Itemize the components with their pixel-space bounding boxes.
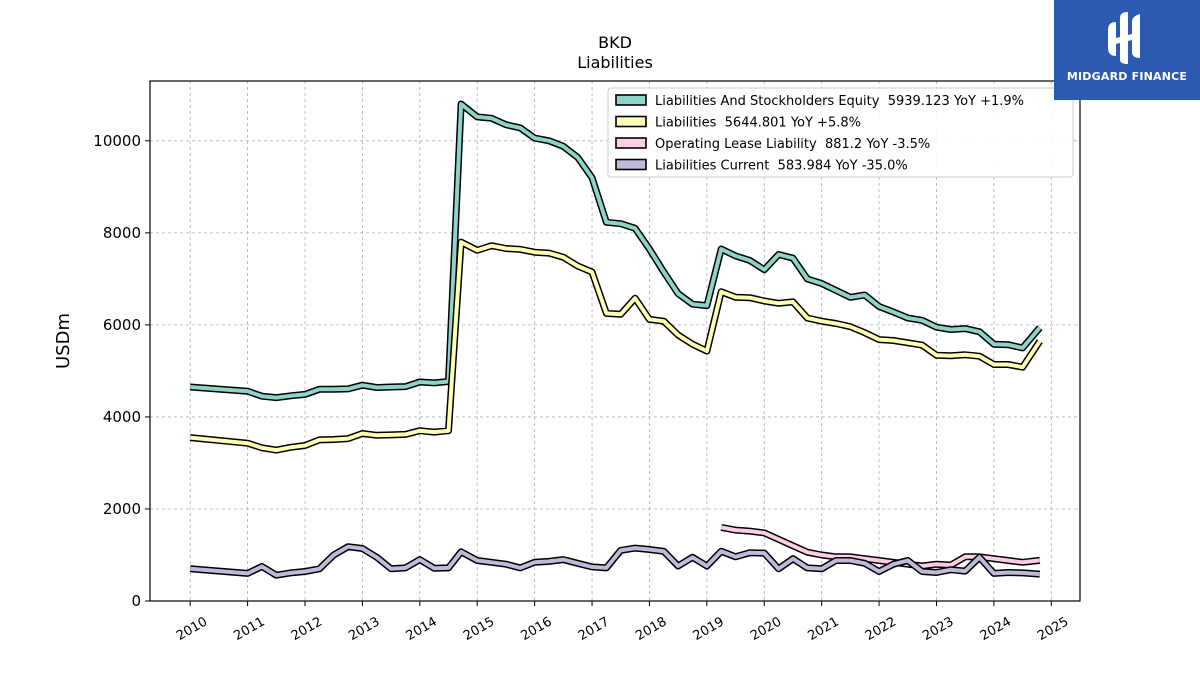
legend-swatch [615,115,647,128]
logo-mark-icon [1108,12,1140,64]
legend-label: Operating Lease Liability 881.2 YoY -3.5… [655,137,930,152]
legend-box [607,87,1074,178]
y-tick-label: 2000 [103,500,141,518]
series-line [190,102,1042,400]
series-layer [189,100,1043,579]
y-axis-label: USDm [53,313,74,369]
y-tick-label: 8000 [103,224,141,242]
legend-label: Liabilities 5644.801 YoY +5.8% [655,116,861,131]
x-tick-label: 2025 [1035,614,1071,644]
legend-label: Liabilities Current 583.984 YoY -35.0% [655,159,908,174]
x-tick-label: 2017 [576,614,612,644]
legend-label: Liabilities And Stockholders Equity 5939… [655,94,1024,109]
x-tick-label: 2020 [748,614,784,644]
series-line [190,240,1042,453]
x-tick-label: 2011 [231,614,267,644]
legend-swatch [615,94,647,106]
x-tick-label: 2018 [633,614,669,644]
series-line-outline [189,238,1043,454]
x-tick-label: 2013 [346,614,382,644]
legend: Liabilities And Stockholders Equity 5939… [607,87,1074,178]
logo-text: MIDGARD FINANCE [1066,70,1188,83]
chart-subtitle: Liabilities [577,53,653,72]
y-tick-label: 10000 [93,132,141,150]
x-tick-label: 2015 [461,614,497,644]
x-tick-label: 2019 [691,614,727,644]
x-tick-label: 2014 [404,614,440,644]
x-tick-label: 2024 [978,614,1014,644]
chart-title: BKD [598,33,632,52]
legend-swatch [615,158,647,171]
x-tick-label: 2012 [289,614,325,644]
x-tick-label: 2022 [863,614,899,644]
x-tick-label: 2023 [920,614,956,644]
midgard-finance-logo: MIDGARD FINANCE [1054,0,1200,100]
plot-frame [149,80,1081,602]
y-tick-label: 6000 [103,316,141,334]
x-tick-label: 2010 [174,614,210,644]
x-tick-label: 2021 [806,614,842,644]
x-tick-label: 2016 [518,614,554,644]
series-line [190,544,1040,578]
y-tick-label: 4000 [103,408,141,426]
legend-swatch [615,137,647,149]
y-tick-label: 0 [131,592,141,610]
